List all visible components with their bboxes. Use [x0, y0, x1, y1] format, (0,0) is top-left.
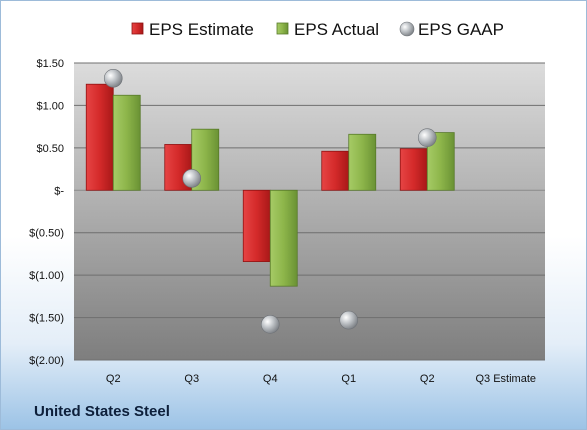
x-tick-label: Q4	[263, 373, 278, 385]
plot-area	[74, 63, 545, 360]
marker-eps-gaap	[417, 128, 437, 147]
bar-eps-estimate	[242, 189, 271, 262]
legend-label: EPS Estimate	[149, 20, 254, 39]
bar-eps-estimate	[399, 148, 428, 191]
y-tick-label: $-	[54, 185, 64, 197]
bar-eps-actual	[269, 189, 298, 287]
x-tick-label: Q2	[106, 373, 121, 385]
legend-label: EPS Actual	[294, 20, 379, 39]
bar-eps-actual	[112, 94, 141, 191]
y-tick-label: $(1.00)	[29, 270, 64, 282]
bar-eps-estimate	[321, 150, 350, 191]
marker-eps-gaap	[103, 68, 123, 88]
legend-swatch-eps-actual	[276, 22, 289, 35]
company-name: United States Steel	[34, 403, 170, 420]
marker-eps-gaap	[182, 169, 202, 188]
marker-eps-gaap	[339, 310, 359, 330]
legend-swatch-eps-gaap	[399, 21, 415, 37]
legend-label: EPS GAAP	[418, 20, 504, 39]
legend-swatch-eps-estimate	[131, 22, 144, 35]
y-tick-label: $0.50	[36, 143, 64, 155]
bar-eps-estimate	[85, 83, 114, 191]
y-tick-label: $1.50	[36, 58, 64, 70]
bar-eps-actual	[348, 133, 377, 191]
y-tick-label: $(2.00)	[29, 355, 64, 367]
x-tick-label: Q1	[341, 373, 356, 385]
x-tick-label: Q3 Estimate	[475, 373, 536, 385]
y-tick-label: $1.00	[36, 100, 64, 112]
marker-eps-gaap	[260, 315, 280, 334]
x-tick-label: Q3	[184, 373, 199, 385]
y-tick-label: $(0.50)	[29, 228, 64, 240]
x-tick-label: Q2	[420, 373, 435, 385]
y-tick-label: $(1.50)	[29, 313, 64, 325]
